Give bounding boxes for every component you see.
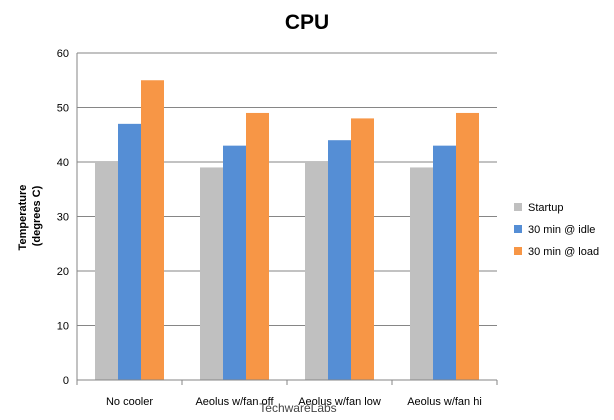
y-tick-label: 40 bbox=[57, 157, 69, 169]
bar bbox=[141, 80, 164, 380]
y-tick-label: 50 bbox=[57, 103, 69, 115]
x-category-label: Aeolus w/fan off bbox=[195, 396, 274, 408]
legend-swatch bbox=[514, 247, 522, 255]
y-axis-label: Temperature (degrees C) bbox=[17, 182, 43, 251]
legend-label: 30 min @ idle bbox=[528, 224, 595, 236]
y-tick-label: 20 bbox=[57, 266, 69, 278]
legend-label: 30 min @ load bbox=[528, 246, 599, 258]
legend-swatch bbox=[514, 225, 522, 233]
bar bbox=[95, 162, 118, 380]
x-category-label: No cooler bbox=[106, 396, 153, 408]
y-tick-label: 30 bbox=[57, 212, 69, 224]
bar bbox=[433, 145, 456, 380]
y-tick-label: 10 bbox=[57, 321, 69, 333]
y-tick-labels: 0 10 20 30 40 50 60 bbox=[57, 48, 69, 387]
bar bbox=[246, 112, 269, 380]
y-axis-label-line-2: (degrees C) bbox=[31, 185, 43, 246]
bar bbox=[410, 167, 433, 380]
chart-title: CPU bbox=[285, 11, 329, 34]
bar bbox=[328, 140, 351, 380]
y-tick-label: 60 bbox=[57, 48, 69, 60]
bar bbox=[456, 112, 479, 380]
legend: Startup 30 min @ idle 30 min @ load bbox=[514, 202, 599, 258]
y-tick-label: 0 bbox=[63, 375, 69, 387]
bar bbox=[223, 145, 246, 380]
bars bbox=[95, 80, 479, 381]
legend-label: Startup bbox=[528, 202, 563, 214]
x-category-label: Aeolus w/fan hi bbox=[407, 396, 482, 408]
bar bbox=[305, 162, 328, 380]
bar bbox=[200, 167, 223, 380]
axes bbox=[76, 53, 498, 385]
x-category-labels: No cooler Aeolus w/fan off Aeolus w/fan lo… bbox=[106, 396, 482, 408]
bar bbox=[351, 118, 374, 381]
watermark-text: TechwareLabs bbox=[259, 401, 336, 415]
y-axis-label-line-1: Temperature bbox=[17, 185, 29, 251]
legend-swatch bbox=[514, 203, 522, 211]
x-category-label: Aeolus w/fan low bbox=[298, 396, 381, 408]
bar bbox=[118, 123, 141, 380]
